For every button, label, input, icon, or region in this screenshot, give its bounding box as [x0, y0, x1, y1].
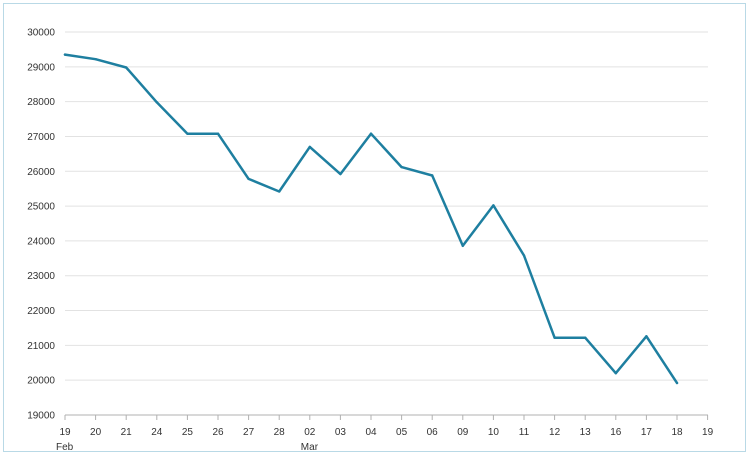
y-tick-label: 22000: [27, 306, 55, 317]
x-tick-label: 26: [212, 427, 224, 438]
x-tick-label: 04: [365, 427, 377, 438]
x-tick-label: 20: [90, 427, 102, 438]
x-tick-label: 10: [488, 427, 500, 438]
data-point: [431, 174, 434, 177]
x-month-label: Feb: [56, 442, 74, 453]
data-point: [155, 101, 158, 104]
data-point: [675, 381, 679, 385]
data-point: [94, 57, 97, 61]
x-tick-label: 27: [243, 427, 255, 438]
data-point: [369, 132, 373, 135]
data-point: [247, 177, 250, 181]
x-tick-label: 19: [59, 427, 71, 438]
x-tick-label: 09: [457, 427, 469, 438]
chart-frame: [3, 3, 746, 452]
x-tick-label: 12: [549, 427, 561, 438]
y-tick-label: 24000: [27, 236, 55, 247]
x-tick-label: 25: [182, 427, 194, 438]
data-point: [614, 372, 617, 375]
data-point: [645, 335, 648, 338]
x-tick-label: 11: [519, 427, 530, 438]
data-point: [461, 244, 464, 247]
data-point: [553, 336, 556, 339]
x-tick-label: 05: [396, 427, 408, 438]
x-tick-label: 16: [610, 427, 622, 438]
y-tick-label: 23000: [27, 271, 55, 282]
x-tick-label: 02: [304, 427, 316, 438]
x-tick-label: 18: [671, 427, 683, 438]
y-tick-label: 25000: [27, 202, 55, 213]
data-point: [125, 66, 128, 69]
x-tick-label: 13: [580, 427, 592, 438]
x-tick-label: 24: [151, 427, 163, 438]
y-tick-label: 29000: [27, 62, 55, 73]
y-tick-label: 27000: [27, 132, 55, 143]
x-tick-label: 06: [427, 427, 439, 438]
data-point: [216, 132, 220, 135]
x-month-label: Mar: [301, 442, 319, 453]
series-line: [63, 53, 679, 385]
x-tick-label: 17: [641, 427, 653, 438]
x-tick-label: 03: [335, 427, 347, 438]
data-point: [186, 132, 189, 135]
data-point: [278, 190, 281, 193]
y-tick-label: 30000: [27, 28, 55, 39]
data-point: [522, 254, 526, 257]
data-point: [339, 172, 342, 176]
y-tick-label: 20000: [27, 376, 55, 387]
x-tick-label: 19: [702, 427, 714, 438]
y-tick-label: 26000: [27, 167, 55, 178]
x-tick-label: 21: [121, 427, 133, 438]
y-tick-label: 21000: [27, 341, 55, 352]
y-tick-label: 28000: [27, 97, 55, 108]
x-tick-label: 28: [274, 427, 286, 438]
data-point: [584, 336, 587, 339]
data-point: [63, 53, 67, 56]
y-tick-label: 19000: [27, 411, 55, 422]
data-point: [400, 165, 403, 169]
data-point: [492, 204, 495, 207]
data-point: [308, 145, 311, 149]
